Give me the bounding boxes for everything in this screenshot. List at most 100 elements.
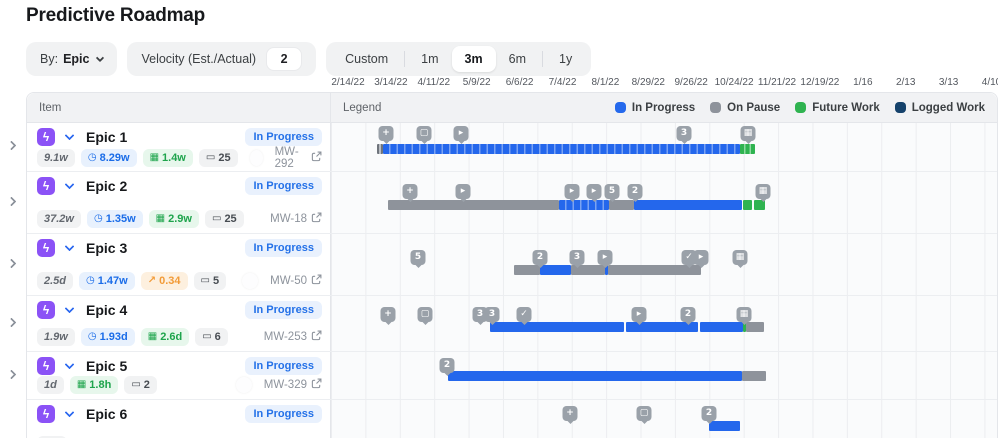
collapse-chevron-icon[interactable]	[64, 130, 75, 140]
count-marker[interactable]: 3	[676, 126, 692, 141]
stat-value: 25	[218, 152, 231, 164]
expand-chevron-icon[interactable]	[6, 369, 17, 379]
stat-pill: 0m	[37, 436, 67, 438]
gantt-bar-segment[interactable]	[388, 200, 559, 210]
stat-value: 2.6d	[160, 331, 183, 343]
play-marker-icon[interactable]: ▸	[455, 184, 471, 199]
gantt-bar-segment[interactable]	[743, 322, 746, 332]
gantt-bar-segment[interactable]	[490, 322, 624, 332]
epic-title: Epic 2	[86, 178, 128, 194]
by-filter-dropdown[interactable]: By: Epic	[26, 42, 118, 76]
gantt-bar-segment[interactable]	[743, 200, 752, 210]
expand-chevron-icon[interactable]	[6, 317, 17, 327]
item-header-label: Item	[39, 101, 62, 114]
collapse-chevron-icon[interactable]	[64, 241, 75, 251]
epic-title: Epic 1	[86, 129, 128, 145]
issue-key-link[interactable]: MW-292	[275, 146, 322, 170]
gantt-bar-segment[interactable]	[700, 322, 743, 332]
calendar-marker-icon[interactable]: ▦	[736, 307, 752, 322]
plus-marker-icon[interactable]: +	[402, 184, 418, 199]
epic-row-info[interactable]: ϟ Epic 1 In Progress 9.1w ◷ 8.29w ▦ 1.4w ▭ 25 MW-2…	[6, 123, 331, 171]
play-marker-icon[interactable]: ▸	[597, 250, 613, 265]
monitor-marker-icon[interactable]: ▢	[636, 406, 652, 421]
gantt-bar-segment[interactable]	[448, 371, 742, 381]
expand-chevron-icon[interactable]	[6, 196, 17, 206]
collapse-chevron-icon[interactable]	[64, 303, 75, 313]
count-marker[interactable]: 2	[701, 406, 717, 421]
count-marker[interactable]: 2	[439, 358, 455, 373]
play-marker-icon[interactable]: ▸	[693, 250, 709, 265]
plus-marker-icon[interactable]: +	[380, 307, 396, 322]
gantt-lane: + ▢ 3 3 ✓ ▸ 2 ▦	[331, 296, 997, 351]
calendar-marker-icon[interactable]: ▦	[732, 250, 748, 265]
status-badge: In Progress	[245, 177, 322, 195]
stat-pill: ▦ 1.4w	[142, 149, 193, 167]
expand-chevron-icon[interactable]	[6, 140, 17, 151]
gantt-bar-segment[interactable]	[626, 322, 698, 332]
issue-key-link[interactable]: MW-253	[264, 330, 322, 344]
count-marker[interactable]: 3	[569, 250, 585, 265]
range-option-custom[interactable]: Custom	[345, 52, 389, 66]
gantt-bar-segment[interactable]	[754, 200, 765, 210]
stat-value: 1d	[44, 379, 57, 391]
gantt-lane: + ▢ 2	[331, 400, 997, 438]
collapse-chevron-icon[interactable]	[64, 407, 75, 417]
calendar-marker-icon[interactable]: ▦	[755, 184, 771, 199]
velocity-input[interactable]: 2	[266, 47, 303, 71]
gantt-bar-segment[interactable]	[746, 322, 764, 332]
board-icon: ▭	[200, 275, 210, 286]
gantt-bar-segment[interactable]	[742, 371, 766, 381]
stat-pill: ▦ 2.6d	[140, 328, 190, 346]
range-option-6m[interactable]: 6m	[508, 52, 526, 66]
gantt-bar-segment[interactable]	[609, 200, 634, 210]
expand-chevron-icon[interactable]	[6, 258, 17, 268]
gantt-bar-segment[interactable]	[605, 265, 608, 275]
play-marker-icon[interactable]: ▸	[453, 126, 469, 141]
timeline-dates: 2/14/22 3/14/22 4/11/22 5/9/22 6/6/22 7/4/22 8…	[330, 77, 998, 91]
issue-key-link[interactable]: MW-329	[264, 378, 322, 392]
gantt-bar-segment[interactable]	[740, 144, 755, 154]
epic-row-info[interactable]: ϟ Epic 6 In Progress 0m	[27, 400, 331, 438]
gantt-bar-segment[interactable]	[608, 265, 701, 275]
external-link-icon	[311, 212, 322, 226]
count-marker[interactable]: 5	[604, 184, 620, 199]
board-icon: ▭	[202, 331, 212, 342]
check-marker-icon[interactable]: ✓	[516, 307, 532, 322]
gantt-lane: 5 2 3 ▸ ✓ ▸ ▦	[331, 234, 997, 295]
range-option-1m[interactable]: 1m	[421, 52, 439, 66]
count-marker[interactable]: 2	[680, 307, 696, 322]
monitor-marker-icon[interactable]: ▢	[417, 307, 433, 322]
play-marker-icon[interactable]: ▸	[564, 184, 580, 199]
timeline-date: 3/13	[938, 77, 959, 88]
gantt-bar-segment[interactable]	[559, 200, 609, 210]
plus-marker-icon[interactable]: +	[562, 406, 578, 421]
epic-row-info[interactable]: ϟ Epic 2 In Progress 37.2w ◷ 1.35w ▦ 2.9w ▭ 25 MW-…	[6, 172, 331, 233]
epic-row-info[interactable]: ϟ Epic 5 In Progress 1d ▦ 1.8h ▭ 2 MW-329	[6, 352, 331, 399]
count-marker[interactable]: 5	[410, 250, 426, 265]
gantt-bar-segment[interactable]	[709, 421, 740, 431]
issue-key-link[interactable]: MW-18	[270, 212, 322, 226]
count-marker[interactable]: 3	[484, 307, 500, 322]
gantt-bar-segment[interactable]	[377, 144, 383, 154]
epic-title-line: ϟ Epic 1 In Progress	[37, 128, 322, 146]
range-option-3m[interactable]: 3m	[451, 46, 496, 72]
plus-marker-icon[interactable]: +	[378, 126, 394, 141]
gantt-bar-segment[interactable]	[514, 265, 540, 275]
collapse-chevron-icon[interactable]	[64, 179, 75, 189]
monitor-marker-icon[interactable]: ▢	[416, 126, 432, 141]
play-marker-icon[interactable]: ▸	[586, 184, 602, 199]
gantt-bar-segment[interactable]	[634, 200, 742, 210]
epic-row-info[interactable]: ϟ Epic 3 In Progress 2.5d ◷ 1.47w ↗ 0.34 ▭ 5 MW-50	[6, 234, 331, 295]
divider	[404, 51, 406, 67]
collapse-chevron-icon[interactable]	[64, 359, 75, 369]
epic-row-info[interactable]: ϟ Epic 4 In Progress 1.9w ◷ 1.93d ▦ 2.6d ▭ 6 MW-25…	[6, 296, 331, 351]
gantt-bar-segment[interactable]	[571, 265, 605, 275]
play-marker-icon[interactable]: ▸	[631, 307, 647, 322]
gantt-bar-segment[interactable]	[383, 144, 740, 154]
range-option-1y[interactable]: 1y	[559, 52, 573, 66]
issue-key-link[interactable]: MW-50	[270, 274, 322, 288]
count-marker[interactable]: 2	[627, 184, 643, 199]
gantt-bar-segment[interactable]	[540, 265, 571, 275]
count-marker[interactable]: 2	[532, 250, 548, 265]
calendar-marker-icon[interactable]: ▦	[740, 126, 756, 141]
